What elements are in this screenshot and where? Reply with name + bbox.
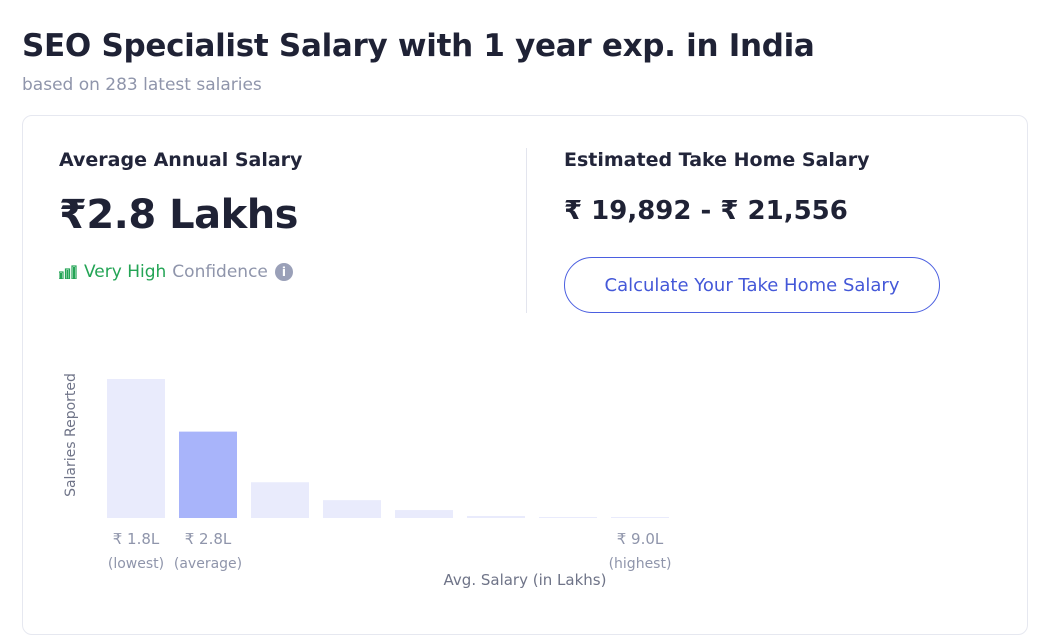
signal-bars-icon bbox=[59, 265, 77, 279]
avg-salary-label: Average Annual Salary bbox=[59, 149, 303, 171]
calculate-take-home-button[interactable]: Calculate Your Take Home Salary bbox=[564, 257, 940, 313]
confidence-indicator: Very High Confidence i bbox=[59, 262, 293, 282]
chart-bar bbox=[179, 431, 237, 518]
chart-bar bbox=[467, 516, 525, 518]
avg-salary-value: ₹2.8 Lakhs bbox=[59, 192, 298, 238]
page-title: SEO Specialist Salary with 1 year exp. i… bbox=[22, 28, 815, 64]
info-icon[interactable]: i bbox=[274, 263, 293, 281]
chart-bar bbox=[107, 379, 165, 518]
chart-bar bbox=[395, 510, 453, 518]
x-tick-label: ₹ 1.8L bbox=[113, 530, 160, 548]
take-home-label: Estimated Take Home Salary bbox=[564, 149, 870, 171]
y-axis-label: Salaries Reported bbox=[63, 373, 79, 497]
chart-bar bbox=[611, 517, 669, 518]
chart-bar bbox=[251, 482, 309, 518]
x-tick-label: ₹ 2.8L bbox=[185, 530, 232, 548]
confidence-level: Very High bbox=[84, 262, 167, 282]
x-tick-label: ₹ 9.0L bbox=[617, 530, 664, 548]
x-axis-label: Avg. Salary (in Lakhs) bbox=[444, 571, 607, 589]
take-home-value: ₹ 19,892 - ₹ 21,556 bbox=[564, 196, 848, 226]
salary-distribution-chart: ₹ 1.8L (lowest) ₹ 2.8L (average) ₹ 9.0L (high… bbox=[63, 373, 672, 589]
chart-bar bbox=[539, 517, 597, 518]
page-subtitle: based on 283 latest salaries bbox=[22, 75, 262, 95]
x-tick-note: (highest) bbox=[609, 556, 672, 572]
divider bbox=[526, 148, 527, 313]
salary-card: Average Annual Salary ₹2.8 Lakhs Very Hi… bbox=[22, 115, 1028, 635]
confidence-word: Confidence bbox=[172, 262, 268, 282]
chart-bar bbox=[323, 500, 381, 518]
x-tick-note: (average) bbox=[174, 556, 242, 572]
x-tick-note: (lowest) bbox=[108, 556, 164, 572]
